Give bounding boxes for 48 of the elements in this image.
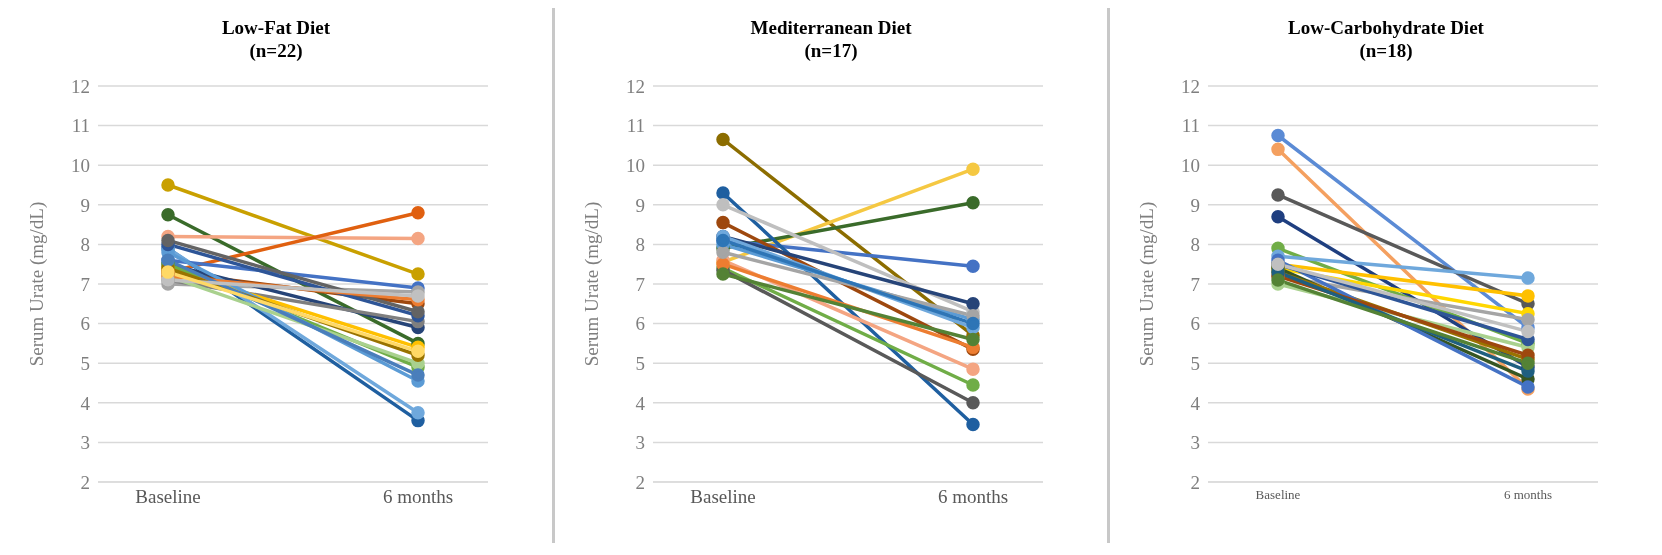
y-tick-label: 8 — [635, 234, 645, 256]
y-tick-label: 6 — [80, 313, 90, 335]
y-tick-label: 5 — [635, 352, 645, 374]
y-tick-label: 6 — [635, 313, 645, 335]
x-tick-label: 6 months — [937, 486, 1009, 508]
y-tick-label: 3 — [80, 432, 90, 454]
chart-subtitle: (n=17) — [803, 39, 859, 62]
y-tick-label: 12 — [626, 75, 645, 97]
y-tick-label: 7 — [80, 273, 90, 295]
x-tick-label: Baseline — [690, 486, 756, 508]
y-tick-label: 2 — [80, 471, 90, 493]
y-axis-title: Serum Urate (mg/dL) — [1135, 201, 1158, 367]
chart-title: Mediterranean Diet — [749, 16, 913, 39]
chart-subtitle: (n=18) — [1358, 39, 1414, 62]
y-tick-label: 3 — [635, 432, 645, 454]
x-tick-label: Baseline — [1255, 487, 1301, 503]
y-tick-label: 9 — [635, 194, 645, 216]
y-tick-label: 8 — [80, 234, 90, 256]
y-tick-label: 5 — [1190, 352, 1200, 374]
x-tick-label: 6 months — [1503, 487, 1553, 503]
y-tick-label: 11 — [71, 115, 90, 137]
x-tick-label: 6 months — [382, 486, 454, 508]
y-tick-label: 2 — [635, 471, 645, 493]
y-tick-label: 3 — [1190, 432, 1200, 454]
y-axis-title: Serum Urate (mg/dL) — [25, 201, 48, 367]
y-tick-label: 12 — [1181, 75, 1200, 97]
chart-title: Low-Carbohydrate Diet — [1287, 16, 1485, 39]
y-tick-label: 7 — [635, 273, 645, 295]
y-tick-label: 2 — [1190, 471, 1200, 493]
y-tick-label: 10 — [626, 154, 645, 176]
y-tick-label: 4 — [635, 392, 646, 414]
y-tick-label: 10 — [71, 154, 90, 176]
y-tick-label: 4 — [1190, 392, 1201, 414]
y-tick-label: 4 — [80, 392, 91, 414]
y-tick-label: 8 — [1190, 234, 1200, 256]
y-tick-label: 11 — [1181, 115, 1200, 137]
y-tick-label: 7 — [1190, 273, 1200, 295]
y-axis-title: Serum Urate (mg/dL) — [580, 201, 603, 367]
y-tick-label: 5 — [80, 352, 90, 374]
chart-title: Low-Fat Diet — [220, 16, 332, 39]
y-tick-label: 6 — [1190, 313, 1200, 335]
chart-subtitle: (n=22) — [248, 39, 304, 62]
y-tick-label: 9 — [80, 194, 90, 216]
x-tick-label: Baseline — [135, 486, 201, 508]
y-tick-label: 10 — [1181, 154, 1200, 176]
y-tick-label: 11 — [626, 115, 645, 137]
y-tick-label: 12 — [71, 75, 90, 97]
y-tick-label: 9 — [1190, 194, 1200, 216]
